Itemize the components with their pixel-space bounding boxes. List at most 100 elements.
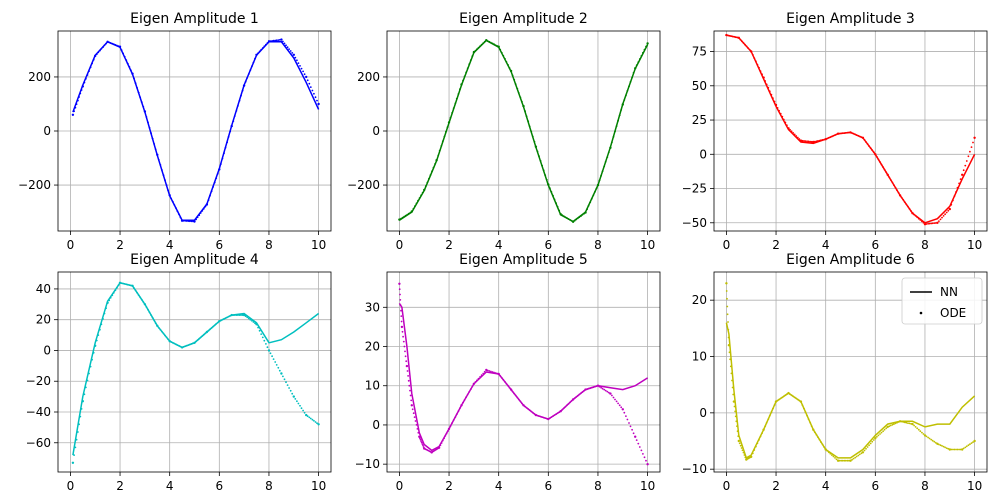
series-ode-point [770,93,773,96]
series-ode-point [118,45,122,48]
series-ode-point [73,110,75,113]
series-ode-point [403,345,406,348]
series-ode-point [496,45,498,47]
series-ode-point [877,434,880,437]
series-ode-point [629,81,632,83]
series-ode-point [809,421,812,424]
x-tick-label: 0 [396,479,404,493]
series-ode-point [549,417,551,419]
y-tick-label: 40 [36,282,51,296]
series-ode-point [78,96,80,98]
series-ode-point [623,411,626,414]
series-ode-point [885,427,888,430]
series-ode-point [504,380,506,383]
series-ode-point [894,186,897,189]
subplot-2: 0 2 4 6 8 10 −200 0 200 Eigen Amplitude 2 [347,11,661,252]
series-ode-point [750,455,753,458]
series-ode-point [274,39,277,42]
plot-area [725,282,976,462]
series-ode-point [866,143,869,145]
series-ode-point [269,40,272,42]
series-ode-point [889,424,892,427]
series-ode-point [198,214,201,217]
series-ode-point [244,80,247,83]
series-ode-point [413,416,416,418]
series-ode-point [449,116,452,119]
series-ode-point [795,135,798,137]
series-ode-point [762,76,765,79]
series-ode-point [592,194,595,197]
series-ode-point [632,71,635,74]
series-ode-point [509,388,513,391]
series-ode-point [418,197,421,199]
series-ode-point [813,431,816,434]
series-ode-point [756,442,759,445]
series-ode-point [175,207,177,209]
series-ode-point [950,203,953,206]
series-ode-point [185,220,188,222]
series-ode-point [739,444,742,447]
series-ode-point [953,448,956,451]
series-ode-point [418,435,421,438]
series-ode-point [772,407,774,410]
series-ode-point [947,209,950,212]
series-ode-point [202,207,205,210]
series-ode-point [730,372,733,375]
series-ode-point [807,418,810,421]
series-ode-point [406,213,409,216]
series-ode-point [761,432,763,434]
series-ode-point [103,312,106,315]
series-ode-point [283,378,286,381]
series-ode-point [504,57,506,60]
axes-frame [386,271,661,473]
x-tick-label: 4 [822,238,830,252]
series-ode-point [286,46,289,49]
series-ode-point [879,433,881,435]
series-ode-point [97,334,100,336]
x-tick-label: 2 [445,238,453,252]
series-ode-point [137,91,140,94]
series-ode-point [153,319,156,322]
series-ode-point [494,372,497,374]
series-ode-point [738,442,741,445]
series-ode-point [139,96,142,99]
series-ode-point [880,431,883,434]
axes-frame [57,271,332,473]
series-ode-point [91,358,93,361]
series-ode-point [567,403,570,405]
series-ode-point [844,459,847,462]
series-ode-point [782,395,785,398]
series-ode-point [209,194,211,197]
series-ode-point [409,394,412,397]
subplot-title: Eigen Amplitude 1 [130,11,259,27]
series-ode-point [316,422,318,425]
series-ode-point [400,320,403,323]
series-ode-point [162,174,165,177]
x-tick-label: 0 [723,479,731,493]
series-ode-point [111,42,114,45]
series-ode-point [466,67,469,70]
series-ode-point [852,457,855,460]
series-ode-point [638,446,641,448]
series-ode-point [725,290,728,292]
series-ode-point [857,454,860,457]
series-ode-point [550,416,553,418]
series-ode-point [531,135,534,138]
series-ode-point [88,70,90,72]
series-ode-point [215,177,218,180]
series-ode-point [902,421,905,423]
series-ode-point [609,146,612,149]
series-ode-point [750,50,753,53]
series-ode-point [606,390,609,393]
series-ode-point [400,309,402,312]
x-tick-label: 4 [495,479,503,493]
series-ode-point [931,439,934,442]
series-ode-point [933,222,936,225]
series-ode-point [886,425,889,429]
series-ode-point [527,408,530,410]
series-ode-point [86,74,89,76]
series-ode-point [255,53,258,56]
series-ode-point [412,412,415,415]
series-ode-point [111,294,114,297]
